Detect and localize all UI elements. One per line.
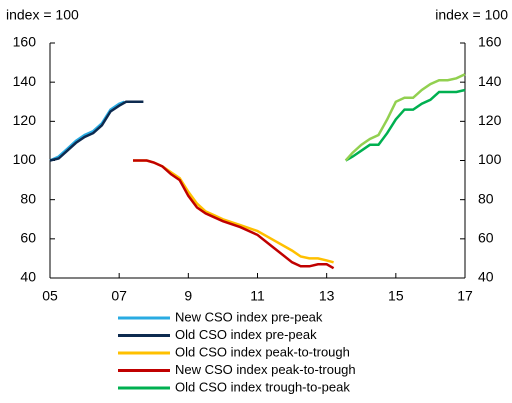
- legend-label: Old CSO index trough-to-peak: [175, 379, 350, 394]
- y2-tick-label: 100: [478, 151, 502, 167]
- y-tick-label: 140: [13, 73, 37, 89]
- legend-label: Old CSO index pre-peak: [175, 327, 317, 342]
- series-line: [344, 73, 466, 162]
- y-axis-label: index = 100: [6, 7, 79, 23]
- x-tick-label: 13: [319, 288, 335, 304]
- series-line: [345, 88, 466, 162]
- y-tick-label: 120: [13, 112, 37, 128]
- x-tick-label: 9: [184, 288, 192, 304]
- series-line: [133, 159, 335, 270]
- y2-tick-label: 140: [478, 73, 502, 89]
- x-tick-label: 15: [388, 288, 404, 304]
- y2-tick-label: 80: [478, 190, 494, 206]
- y-tick-label: 60: [20, 230, 36, 246]
- y2-axis-label: index = 100: [435, 7, 508, 23]
- y-tick-label: 40: [20, 269, 36, 285]
- y2-tick-label: 120: [478, 112, 502, 128]
- legend-label: New CSO index pre-peak: [175, 309, 323, 324]
- series-line: [49, 100, 144, 162]
- y2-tick-label: 60: [478, 230, 494, 246]
- series-line: [49, 100, 125, 162]
- series-line: [133, 159, 334, 264]
- y-tick-label: 80: [20, 190, 36, 206]
- x-tick-label: 05: [42, 288, 58, 304]
- legend-label: New CSO index peak-to-trough: [175, 362, 356, 377]
- y2-tick-label: 160: [478, 34, 502, 50]
- y-tick-label: 100: [13, 151, 37, 167]
- legend-label: Old CSO index peak-to-trough: [175, 344, 350, 359]
- x-tick-label: 17: [457, 288, 473, 304]
- y2-tick-label: 40: [478, 269, 494, 285]
- x-tick-label: 07: [111, 288, 127, 304]
- y-tick-label: 160: [13, 34, 37, 50]
- x-tick-label: 11: [250, 288, 265, 304]
